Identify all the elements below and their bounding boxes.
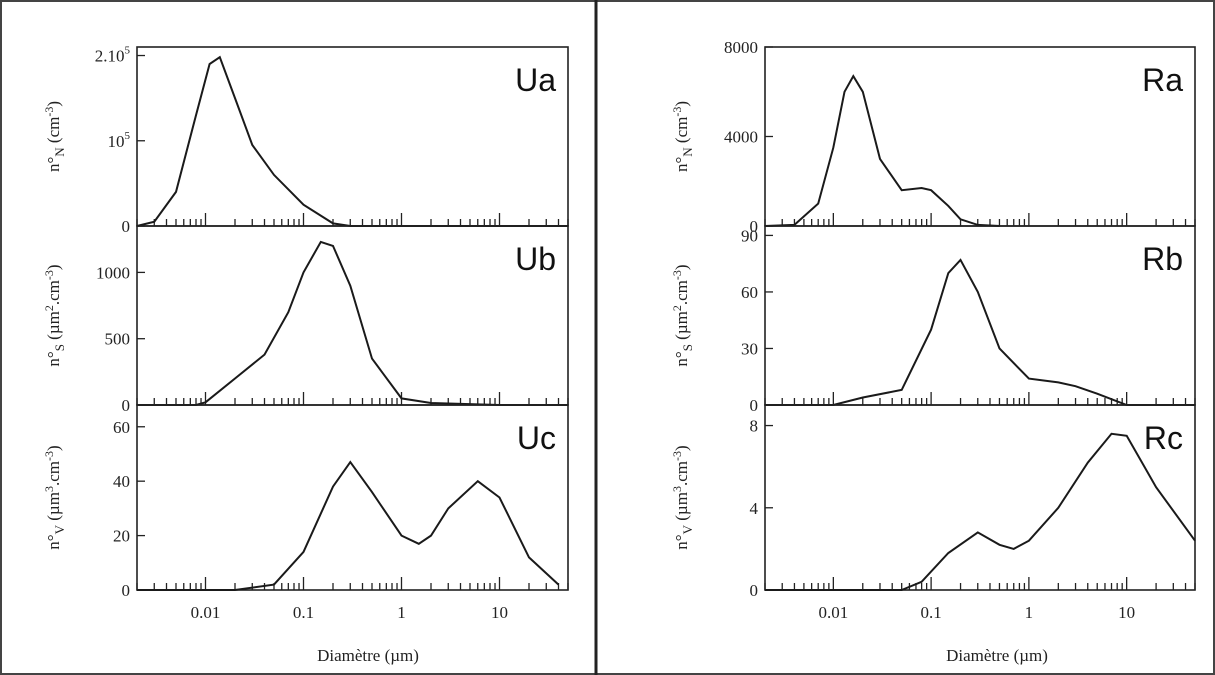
chart-rb: 0 30 60 90 Rb n°S (µm2.cm-3) [670,225,1196,415]
x-axis-title-left: Diamètre (µm) [317,646,419,665]
y-axis-title: n°S (µm2.cm-3) [670,264,695,366]
y-tick-label: 0 [122,581,131,600]
chart-uc: 0 20 40 60 Uc n°V (µm3.cm-3) 0.01 0.1 1 10 [42,404,569,622]
y-tick-label: 8 [750,417,759,436]
y-tick-label: 1000 [96,263,130,282]
y-tick-label: 0 [750,581,759,600]
series-line-ub [137,240,568,406]
y-tick-label: 40 [113,472,130,491]
y-axis-title: n°N (cm-3) [42,101,67,172]
x-tick-label: 0.01 [818,603,848,622]
y-tick-label: 4 [750,499,759,518]
series-line-rc [765,432,1196,591]
y-axis-title: n°S (µm2.cm-3) [42,264,67,366]
x-tick-label: 0.1 [293,603,314,622]
y-tick-label: 4000 [724,128,758,147]
y-axis-title: n°V (µm3.cm-3) [670,445,695,549]
y-tick-label: 500 [105,330,131,349]
y-axis-title: n°N (cm-3) [670,101,695,172]
panel-label: Rb [1142,241,1183,277]
panel-label: Ua [515,62,556,98]
y-axis-title: n°V (µm3.cm-3) [42,445,67,549]
panel-label: Ub [515,241,556,277]
plot-frame [764,404,1196,591]
y-tick-label: 8000 [724,38,758,57]
y-tick-label: 60 [741,283,758,302]
panel-label: Rc [1144,420,1183,456]
plot-frame [764,225,1196,406]
y-tick-label: 0 [750,217,759,236]
plot-frame [136,225,569,406]
series-line-ra [764,74,1000,227]
x-tick-label: 0.01 [191,603,221,622]
series-line-ua [136,55,568,227]
x-tick-label: 10 [1118,603,1135,622]
panel-label: Ra [1142,62,1183,98]
x-tick-label: 0.1 [920,603,941,622]
y-tick-label: 20 [113,527,130,546]
y-tick-label: 90 [741,226,758,245]
panel-label: Uc [517,420,556,456]
x-tick-label: 1 [397,603,406,622]
x-tick-label: 1 [1025,603,1034,622]
x-axis-title-right: Diamètre (µm) [946,646,1048,665]
plot-frame [136,46,569,227]
series-line-rb [765,258,1195,406]
plot-frame [764,46,1196,227]
chart-rc: 0 4 8 Rc n°V (µm3.cm-3) 0.01 0.1 1 10 [670,404,1196,622]
y-tick-label: 105 [108,130,131,151]
y-tick-label: 60 [113,418,130,437]
y-tick-label: 0 [750,396,759,415]
chart-ub: 0 500 1000 Ub n°S (µm2.cm-3) [42,225,569,415]
chart-ra: 0 4000 8000 Ra n°N (cm-3) [670,38,1196,236]
series-line-uc [137,460,560,591]
y-tick-label: 30 [741,339,758,358]
plot-frame [136,404,569,591]
chart-ua: 0 105 2.105 Ua n°N (cm-3) [42,45,569,236]
y-tick-label: 2.105 [95,45,131,66]
x-tick-label: 10 [491,603,508,622]
y-tick-label: 0 [122,396,131,415]
y-tick-label: 0 [122,217,131,236]
